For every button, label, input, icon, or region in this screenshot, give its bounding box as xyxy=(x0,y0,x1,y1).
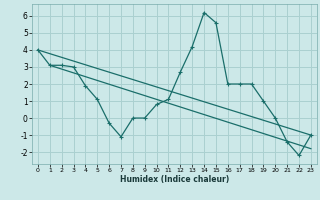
X-axis label: Humidex (Indice chaleur): Humidex (Indice chaleur) xyxy=(120,175,229,184)
